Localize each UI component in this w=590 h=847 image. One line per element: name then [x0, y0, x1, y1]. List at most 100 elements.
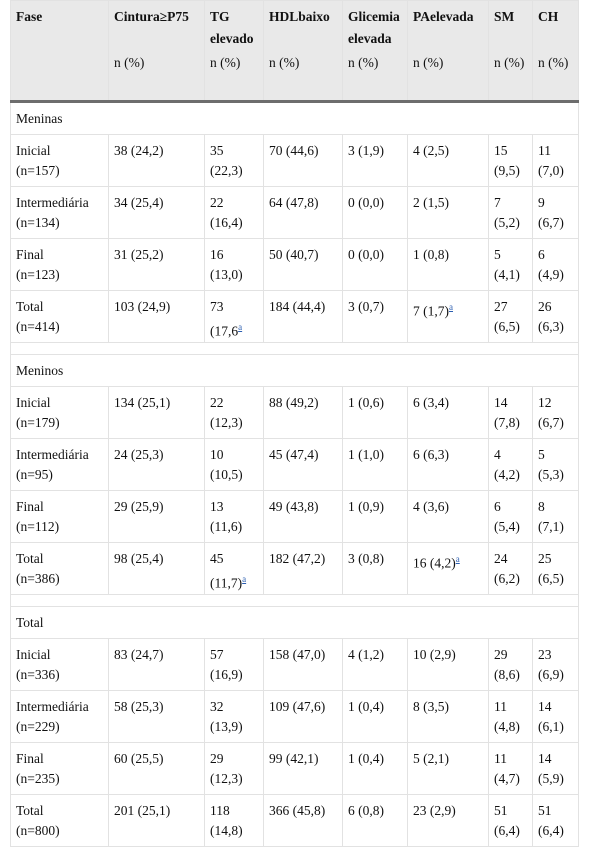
value-cell: 158 (47,0) — [263, 638, 343, 691]
value-cell: 5 (2,1) — [407, 742, 489, 795]
header-cell: Fase — [10, 0, 109, 102]
header-cell: CH n (%) — [532, 0, 579, 102]
value-cell: 6 (6,3) — [407, 438, 489, 491]
data-row: Intermediária (n=229) 58 (25,3) 32 (13,9) 10… — [10, 690, 579, 743]
phase-name: Final — [16, 247, 44, 262]
column-unit: n (%) — [269, 55, 300, 70]
value-cell: 98 (25,4) — [108, 542, 205, 595]
value-cell: 118 (14,8) — [204, 794, 264, 847]
value-cell: 99 (42,1) — [263, 742, 343, 795]
footnote: a — [242, 573, 246, 585]
value-cell: 45 (47,4) — [263, 438, 343, 491]
value-cell: 4 (1,2) — [342, 638, 408, 691]
spacer-row — [10, 342, 579, 355]
column-name: PAelevada — [413, 9, 474, 24]
footnote-link[interactable]: a — [455, 554, 460, 564]
value-cell: 35 (22,3) — [204, 134, 264, 187]
value-cell: 134 (25,1) — [108, 386, 205, 439]
footnote-link[interactable]: a — [449, 302, 453, 312]
phase-name: Total — [16, 299, 44, 314]
value-cell: 2 (1,5) — [407, 186, 489, 239]
group-label: Meninos — [10, 354, 579, 387]
data-row: Final (n=112) 29 (25,9) 13 (11,6) 49 (43,8) 1… — [10, 490, 579, 543]
phase-n: (n=229) — [16, 719, 60, 734]
value-cell: 14 (7,8) — [488, 386, 533, 439]
value-cell: 60 (25,5) — [108, 742, 205, 795]
value-cell: 25 (6,5) — [532, 542, 579, 595]
value-cell: 29 (12,3) — [204, 742, 264, 795]
value-cell: 103 (24,9) — [108, 290, 205, 343]
value-cell: 27 (6,5) — [488, 290, 533, 343]
phase-n: (n=336) — [16, 667, 60, 682]
data-row: Intermediária (n=95) 24 (25,3) 10 (10,5) 45 … — [10, 438, 579, 491]
spacer-cell — [10, 594, 579, 607]
data-row: Intermediária (n=134) 34 (25,4) 22 (16,4) 64… — [10, 186, 579, 239]
footnote: a — [449, 301, 453, 313]
value-cell: 14 (6,1) — [532, 690, 579, 743]
phase-cell: Total (n=386) — [10, 542, 109, 595]
value-cell: 15 (9,5) — [488, 134, 533, 187]
column-name: HDLbaixo — [269, 9, 330, 24]
value-text: 7 (1,7) — [413, 303, 449, 319]
group-label: Meninas — [10, 101, 579, 135]
phase-n: (n=179) — [16, 415, 60, 430]
header-cell: HDLbaixo n (%) — [263, 0, 343, 102]
value-cell: 29 (25,9) — [108, 490, 205, 543]
value-cell: 58 (25,3) — [108, 690, 205, 743]
phase-cell: Intermediária (n=95) — [10, 438, 109, 491]
data-row: Total (n=414) 103 (24,9) 73 (17,6a 184 (44,4… — [10, 290, 579, 343]
phase-cell: Final (n=235) — [10, 742, 109, 795]
phase-n: (n=123) — [16, 267, 60, 282]
value-cell: 12 (6,7) — [532, 386, 579, 439]
value-cell: 11 (4,7) — [488, 742, 533, 795]
value-cell: 64 (47,8) — [263, 186, 343, 239]
group-row: Meninas — [10, 101, 579, 135]
header-cell: SM n (%) — [488, 0, 533, 102]
value-cell: 1 (0,8) — [407, 238, 489, 291]
data-row: Inicial (n=157) 38 (24,2) 35 (22,3) 70 (44,6… — [10, 134, 579, 187]
value-cell: 11 (7,0) — [532, 134, 579, 187]
phase-name: Total — [16, 551, 44, 566]
value-cell: 24 (25,3) — [108, 438, 205, 491]
value-cell: 5 (4,1) — [488, 238, 533, 291]
value-cell: 0 (0,0) — [342, 238, 408, 291]
value-cell: 16 (4,2)a — [407, 542, 489, 595]
phase-cell: Total (n=414) — [10, 290, 109, 343]
phase-n: (n=157) — [16, 163, 60, 178]
column-name: Cintura≥P75 — [114, 9, 189, 24]
footnote: a — [456, 553, 460, 565]
value-cell: 3 (0,7) — [342, 290, 408, 343]
value-text: 45 (11,7) — [210, 551, 243, 591]
phase-cell: Inicial (n=336) — [10, 638, 109, 691]
value-cell: 4 (3,6) — [407, 490, 489, 543]
footnote-link[interactable]: a — [242, 574, 247, 584]
data-row: Final (n=235) 60 (25,5) 29 (12,3) 99 (42,1) 1… — [10, 742, 579, 795]
data-row: Inicial (n=336) 83 (24,7) 57 (16,9) 158 (47,… — [10, 638, 579, 691]
spacer-row — [10, 594, 579, 607]
value-cell: 24 (6,2) — [488, 542, 533, 595]
value-cell: 8 (3,5) — [407, 690, 489, 743]
value-cell: 49 (43,8) — [263, 490, 343, 543]
value-cell: 8 (7,1) — [532, 490, 579, 543]
value-cell: 201 (25,1) — [108, 794, 205, 847]
phase-name: Intermediária — [16, 195, 89, 210]
phase-name: Inicial — [16, 143, 51, 158]
table-body: Meninas Inicial (n=157) 38 (24,2) 35 (22,3) 7… — [10, 101, 579, 847]
value-text: 16 (4,2) — [413, 555, 456, 571]
value-cell: 7 (5,2) — [488, 186, 533, 239]
data-table: Fase Cintura≥P75 n (%) TG elevado n (%) HDLb… — [10, 0, 579, 847]
phase-cell: Final (n=112) — [10, 490, 109, 543]
value-cell: 32 (13,9) — [204, 690, 264, 743]
value-cell: 6 (3,4) — [407, 386, 489, 439]
value-text: 73 (17,6 — [210, 299, 239, 339]
phase-n: (n=134) — [16, 215, 60, 230]
value-cell: 1 (0,6) — [342, 386, 408, 439]
column-unit: n (%) — [114, 55, 145, 70]
value-cell: 57 (16,9) — [204, 638, 264, 691]
value-cell: 7 (1,7)a — [407, 290, 489, 343]
value-cell: 1 (1,0) — [342, 438, 408, 491]
data-row: Total (n=800) 201 (25,1) 118 (14,8) 366 (45,… — [10, 794, 579, 847]
footnote-link[interactable]: a — [238, 322, 243, 332]
data-row: Inicial (n=179) 134 (25,1) 22 (12,3) 88 (49,… — [10, 386, 579, 439]
